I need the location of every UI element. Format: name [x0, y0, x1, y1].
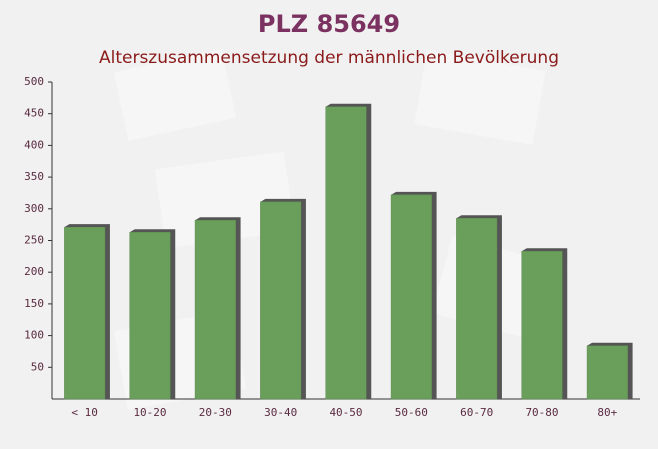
- bar: [390, 194, 432, 400]
- y-tick-label: 300: [24, 202, 44, 215]
- x-tick-label: 10-20: [133, 406, 166, 419]
- x-tick-label: 60-70: [460, 406, 493, 419]
- bar-shadow: [521, 248, 568, 399]
- x-tick-label: 80+: [597, 406, 617, 419]
- bar: [129, 232, 171, 400]
- x-tick-label: 30-40: [264, 406, 297, 419]
- bar: [260, 201, 302, 400]
- x-tick-label: 70-80: [525, 406, 558, 419]
- x-tick-label: 50-60: [395, 406, 428, 419]
- chart-subtitle: Alterszusammensetzung der männlichen Bev…: [99, 48, 559, 68]
- bar-shadow: [195, 217, 241, 399]
- y-tick-label: 200: [24, 265, 44, 278]
- y-tick-label: 450: [24, 107, 44, 120]
- bar-shadow: [64, 224, 110, 399]
- y-tick-label: 350: [24, 170, 44, 183]
- y-tick-label: 150: [24, 297, 44, 310]
- x-tick-label: 20-30: [199, 406, 232, 419]
- y-tick-label: 100: [24, 329, 44, 342]
- bar-shadow: [129, 229, 176, 399]
- bar-shadow: [325, 103, 372, 399]
- bar-shadow: [587, 342, 633, 399]
- bar: [325, 106, 367, 400]
- y-tick-label: 250: [24, 234, 44, 247]
- y-tick-label: 50: [31, 360, 44, 373]
- bar: [456, 218, 498, 400]
- bar-shadow: [260, 198, 306, 399]
- bar: [64, 226, 106, 400]
- x-tick-label: < 10: [71, 406, 98, 419]
- bar-shadow: [391, 191, 437, 399]
- bar: [194, 219, 236, 400]
- bar: [521, 251, 563, 400]
- chart-title: PLZ 85649: [258, 10, 400, 38]
- bar-shadow: [456, 215, 502, 399]
- bar: [586, 345, 628, 400]
- x-tick-label: 40-50: [329, 406, 362, 419]
- y-tick-label: 500: [24, 75, 44, 88]
- y-tick-label: 400: [24, 138, 44, 151]
